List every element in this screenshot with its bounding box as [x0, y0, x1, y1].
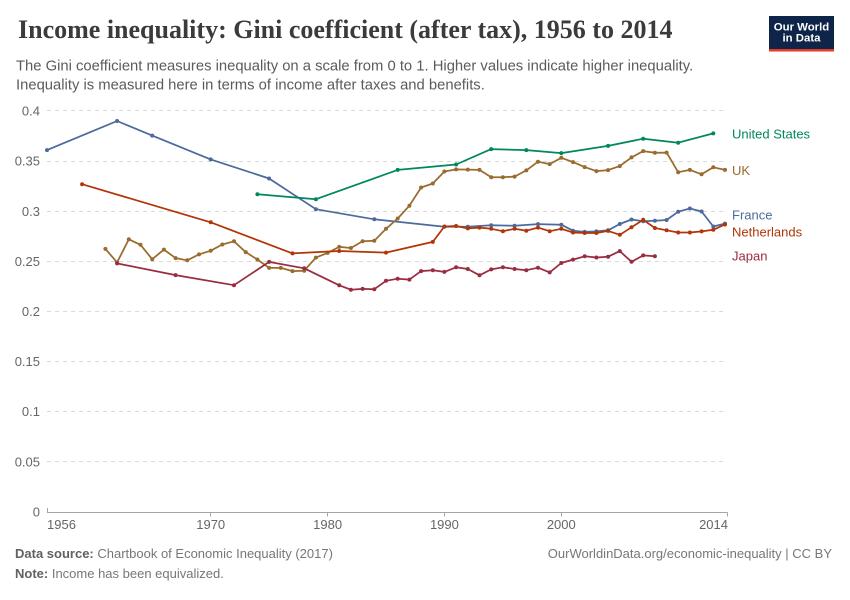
svg-text:1970: 1970	[196, 517, 225, 532]
svg-text:2000: 2000	[547, 517, 576, 532]
svg-text:0: 0	[33, 505, 40, 520]
svg-text:0.25: 0.25	[15, 254, 40, 269]
svg-text:0.3: 0.3	[22, 204, 40, 219]
svg-text:1990: 1990	[430, 517, 459, 532]
svg-text:OurWorldinData.org/economic-in: OurWorldinData.org/economic-inequality |…	[548, 546, 833, 561]
svg-text:Japan: Japan	[732, 249, 767, 264]
svg-text:United States: United States	[732, 127, 811, 142]
svg-text:France: France	[732, 208, 772, 223]
svg-text:Note: Income has been equivali: Note: Income has been equivalized.	[15, 566, 224, 581]
svg-text:0.15: 0.15	[15, 354, 40, 369]
svg-text:1956: 1956	[47, 517, 76, 532]
svg-text:0.35: 0.35	[15, 154, 40, 169]
svg-text:0.05: 0.05	[15, 454, 40, 469]
svg-text:2014: 2014	[699, 517, 728, 532]
svg-text:0.1: 0.1	[22, 404, 40, 419]
svg-text:Inequality is measured here in: Inequality is measured here in terms of …	[16, 78, 485, 94]
svg-text:in Data: in Data	[783, 33, 822, 45]
svg-text:0.2: 0.2	[22, 304, 40, 319]
svg-text:Netherlands: Netherlands	[732, 225, 803, 240]
svg-text:Data source: Chartbook of Econ: Data source: Chartbook of Economic Inequ…	[15, 546, 333, 561]
svg-text:Income inequality: Gini coeffi: Income inequality: Gini coefficient (aft…	[18, 15, 672, 44]
svg-text:UK: UK	[732, 163, 750, 178]
svg-text:1980: 1980	[313, 517, 342, 532]
svg-text:Our World: Our World	[774, 22, 830, 34]
svg-text:0.4: 0.4	[22, 104, 40, 119]
svg-text:The Gini coefficient measures: The Gini coefficient measures inequality…	[16, 59, 693, 75]
